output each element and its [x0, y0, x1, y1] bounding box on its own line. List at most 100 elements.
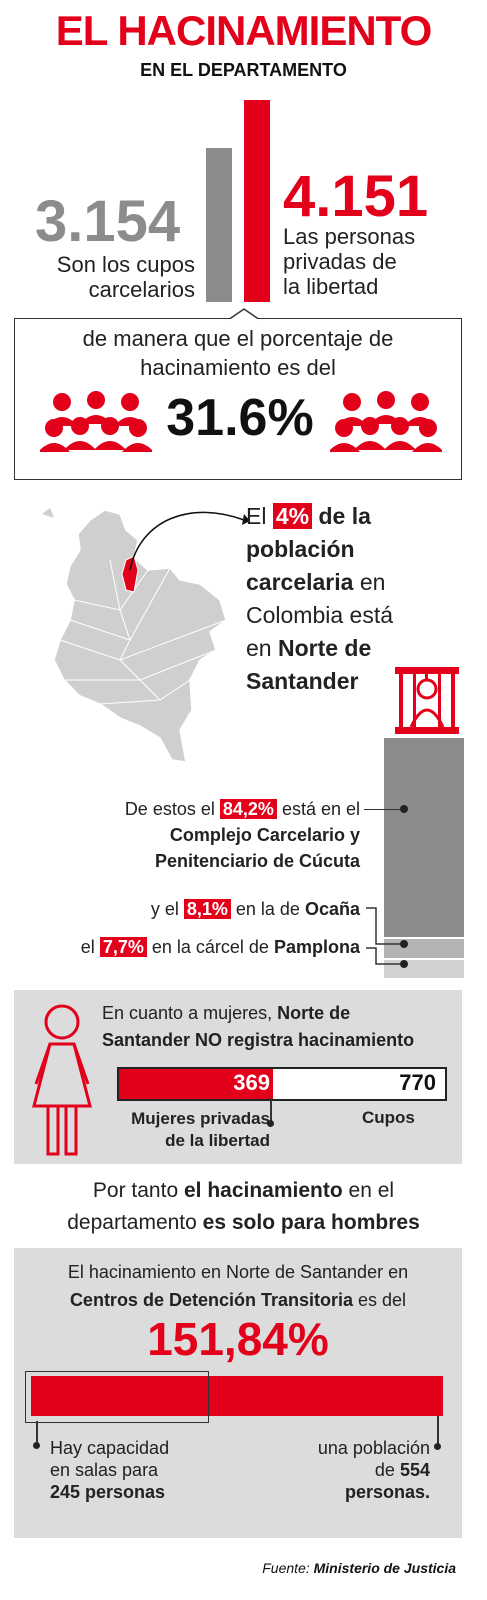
conclusion-part: en el — [348, 1179, 395, 1202]
map-text-part: en — [359, 569, 386, 595]
cdt-text-line: El hacinamiento en Norte de Santander en — [67, 1262, 409, 1282]
conclusion-part: es solo para hombres — [202, 1211, 420, 1234]
cdt-label-part: 554 — [399, 1460, 430, 1480]
personas-value: 4.151 — [283, 164, 429, 229]
distribution-text: De estos el — [124, 799, 215, 819]
women-text-part: Norte de — [277, 1003, 351, 1023]
cdt-percentage: 151,84% — [147, 1313, 329, 1365]
segment-cucuta — [384, 738, 464, 937]
women-inmates-bar — [119, 1069, 273, 1099]
personas-label-line: la libertad — [283, 274, 379, 299]
cdt-population-bar — [31, 1376, 443, 1416]
personas-bar — [244, 100, 270, 302]
cdt-text-line: Centros de Detención Transitoria es del — [14, 1286, 462, 1314]
subtitle: EN EL DEPARTAMENTO — [140, 60, 347, 80]
map-text-part: de la — [318, 503, 371, 529]
box-pointer — [225, 308, 263, 322]
cdt-label-line: de 554 — [250, 1459, 430, 1481]
cdt-label-line: 245 personas — [50, 1482, 166, 1502]
map-text-line: El 4% de la — [246, 500, 476, 533]
cupos-label-line: carcelarios — [88, 277, 195, 302]
women-label-line: de la libertad — [165, 1131, 270, 1150]
distribution-line: Penitenciario de Cúcuta — [154, 851, 360, 871]
overcrowding-line: de manera que el porcentaje de — [82, 326, 394, 351]
cdt-label-line: personas. — [344, 1482, 430, 1502]
women-text-line: En cuanto a mujeres, Norte de — [102, 1000, 462, 1027]
distribution-text: el — [80, 937, 95, 957]
colombia-map — [42, 508, 250, 763]
source: Fuente: Ministerio de Justicia — [0, 1560, 456, 1576]
distribution-text: Pamplona — [273, 937, 360, 957]
women-inmates-value: 369 — [233, 1070, 270, 1095]
connector-dot — [434, 1443, 441, 1450]
map-text-line: Santander — [246, 668, 359, 694]
distribution-line: De estos el 84,2% está en el — [20, 796, 360, 822]
cdt-text-part: Centros de Detención Transitoria — [69, 1290, 353, 1310]
distribution-text: está en el — [281, 799, 360, 819]
women-text-part: En cuanto a mujeres, — [102, 1003, 273, 1023]
connector-line — [366, 947, 408, 968]
women-text: En cuanto a mujeres, Norte de Santander … — [102, 1000, 462, 1054]
connector-line — [437, 1416, 439, 1446]
map-text-line: población — [246, 536, 355, 562]
cdt-text: El hacinamiento en Norte de Santander en… — [14, 1258, 462, 1314]
distribution-row-cucuta: De estos el 84,2% está en el Complejo Ca… — [20, 796, 360, 874]
conclusion-line: departamento es solo para hombres — [0, 1207, 487, 1239]
women-inmates-label: Mujeres privadas de la libertad — [110, 1108, 270, 1152]
distribution-text: en la cárcel de — [151, 937, 269, 957]
map-text-part: El — [246, 503, 267, 529]
crowd-icon — [330, 391, 442, 452]
distribution-row-pamplona: el 7,7% en la cárcel de Pamplona — [20, 934, 360, 960]
cupos-label: Son los cupos carcelarios — [20, 252, 195, 302]
prisoner-icon — [395, 667, 459, 734]
source-name: Ministerio de Justicia — [313, 1560, 456, 1576]
map-text-part: en — [246, 635, 272, 661]
overcrowding-percentage: 31.6% — [166, 389, 314, 447]
conclusion-text: Por tanto el hacinamiento en el departam… — [0, 1175, 487, 1239]
connector-line — [364, 809, 404, 810]
women-capacity-value: 770 — [399, 1070, 436, 1095]
map-text-line: carcelaria en — [246, 566, 476, 599]
distribution-text: en la de — [235, 899, 300, 919]
cdt-label-line: Hay capacidad — [50, 1438, 170, 1458]
distribution-text: Ocaña — [304, 899, 360, 919]
conclusion-part: Por tanto — [92, 1179, 179, 1202]
conclusion-line: Por tanto el hacinamiento en el — [0, 1175, 487, 1207]
overcrowding-text: de manera que el porcentaje de hacinamie… — [14, 324, 462, 382]
conclusion-part: departamento — [67, 1211, 197, 1234]
women-text-line: Santander NO registra hacinamiento — [102, 1030, 415, 1050]
personas-label-line: privadas de — [283, 249, 397, 274]
connector-line — [366, 907, 408, 948]
cupos-bar — [206, 148, 232, 302]
cdt-label-part: de — [374, 1460, 395, 1480]
woman-icon — [32, 1004, 92, 1156]
personas-label-line: Las personas — [283, 224, 416, 249]
main-title: EL HACINAMIENTO — [55, 7, 432, 54]
highlight-percent: 7,7% — [99, 937, 147, 957]
crowd-icon — [40, 391, 152, 452]
women-capacity-label: Cupos — [362, 1108, 415, 1127]
cupos-label-line: Son los cupos — [56, 252, 195, 277]
cdt-capacity-label: Hay capacidad en salas para 245 personas — [50, 1437, 230, 1503]
map-text-part: Norte de — [277, 635, 372, 661]
highlight-percent: 84,2% — [219, 799, 277, 819]
highlight-4-percent: 4% — [272, 503, 313, 529]
conclusion-part: el hacinamiento — [183, 1179, 343, 1202]
connector-dot — [267, 1120, 274, 1127]
distribution-stack — [384, 738, 464, 978]
cdt-population-label: una población de 554 personas. — [250, 1437, 430, 1503]
distribution-line: Complejo Carcelario y — [169, 825, 360, 845]
connector-dot — [33, 1442, 40, 1449]
personas-label: Las personas privadas de la libertad — [283, 224, 483, 299]
connector-dot — [400, 805, 408, 813]
cupos-value: 3.154 — [35, 189, 181, 254]
source-label: Fuente: — [262, 1560, 310, 1576]
cdt-capacity-box — [25, 1371, 209, 1423]
highlight-percent: 8,1% — [183, 899, 231, 919]
connector-line — [36, 1421, 38, 1445]
women-label-line: Mujeres privadas — [131, 1109, 270, 1128]
map-text-line: Colombia está — [246, 602, 394, 628]
cdt-text-part: es del — [358, 1290, 407, 1310]
map-text-line: en Norte de — [246, 632, 476, 665]
connector-line — [270, 1098, 272, 1124]
